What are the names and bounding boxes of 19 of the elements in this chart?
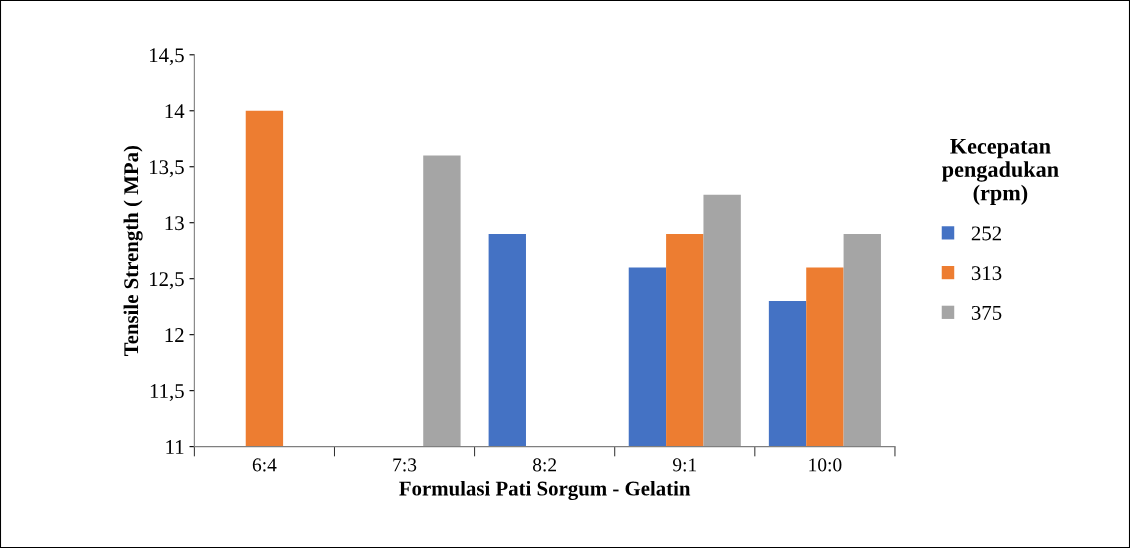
y-tick-label: 14,5	[150, 48, 184, 66]
legend-label: 252	[971, 226, 1001, 241]
legend-label: 375	[971, 305, 1002, 320]
y-tick-label: 12	[165, 328, 184, 342]
legend-title: Kecepatan pengadukan (rpm)	[942, 139, 1059, 205]
y-tick-label: 11	[166, 440, 184, 454]
y-tick-label: 13	[165, 216, 184, 231]
x-tick-label: 10:0	[809, 458, 842, 472]
y-tick-label: 14	[165, 104, 185, 118]
x-tick-label: 7:3	[393, 458, 417, 472]
x-axis-title: Formulasi Pati Sorgum - Gelatin	[399, 480, 691, 500]
x-tick-label: 8:2	[532, 458, 557, 472]
y-tick-label: 13,5	[150, 160, 184, 178]
y-axis-title: Tensile Strength ( MPa)	[123, 146, 143, 357]
x-tick-label: 6:4	[252, 458, 277, 472]
x-tick-label: 9:1	[672, 458, 697, 472]
y-tick-label: 12,5	[150, 272, 184, 290]
legend-label: 313	[971, 266, 1002, 281]
y-tick-label: 11,5	[150, 384, 184, 402]
